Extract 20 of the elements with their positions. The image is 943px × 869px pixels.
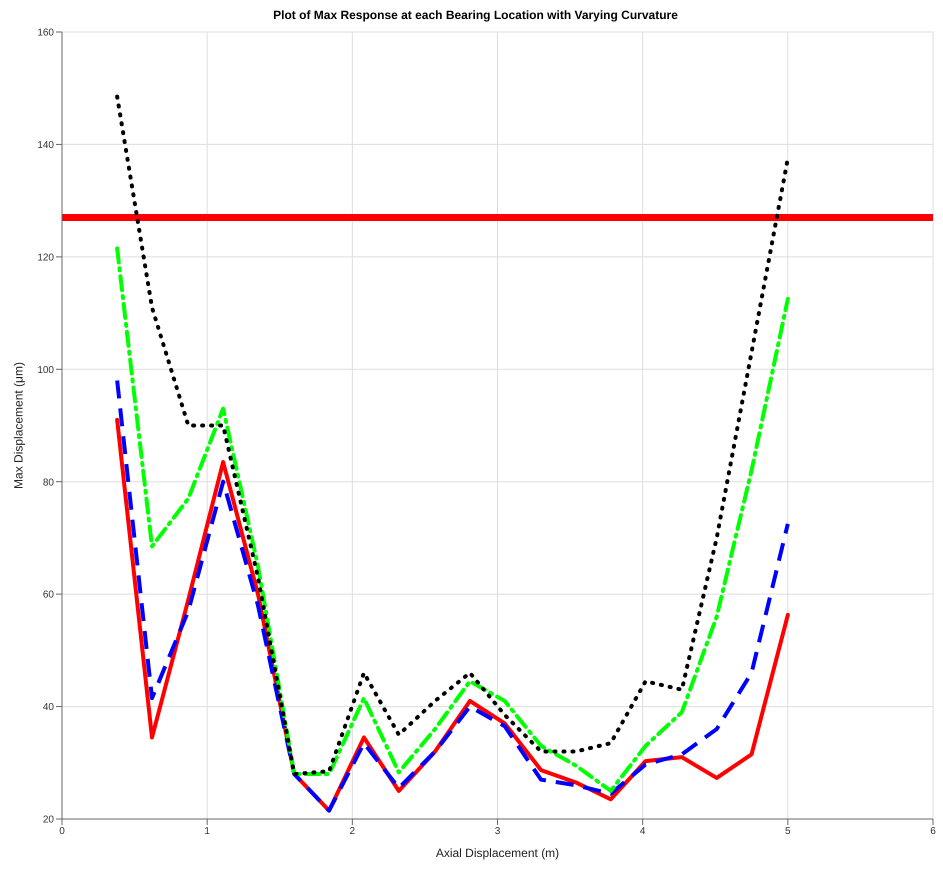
y-axis-title: Max Displacement (μm) <box>11 362 26 489</box>
line-series <box>115 94 790 776</box>
y-tick-label: 40 <box>42 702 54 714</box>
x-tick-label: 4 <box>640 826 646 838</box>
y-tick-label: 60 <box>42 590 54 601</box>
x-tick-label: 3 <box>494 826 501 838</box>
x-tick-label: 1 <box>204 826 210 838</box>
y-tick-label: 140 <box>37 140 54 151</box>
y-tick-label: 20 <box>42 814 54 826</box>
x-tick-label: 0 <box>59 826 66 838</box>
y-tick-label: 100 <box>37 364 54 376</box>
x-tick-label: 2 <box>350 826 356 838</box>
y-tick-label: 160 <box>37 28 54 39</box>
y-tick-label: 80 <box>42 477 54 488</box>
chart-title: Plot of Max Response at each Bearing Location with Varying Curvature <box>272 8 679 24</box>
x-tick-label: 5 <box>785 826 792 838</box>
x-axis-title: Axial Displacement (m) <box>436 846 560 860</box>
x-tick-label: 6 <box>930 826 936 838</box>
y-tick-label: 120 <box>37 252 54 264</box>
line-series <box>115 246 790 793</box>
